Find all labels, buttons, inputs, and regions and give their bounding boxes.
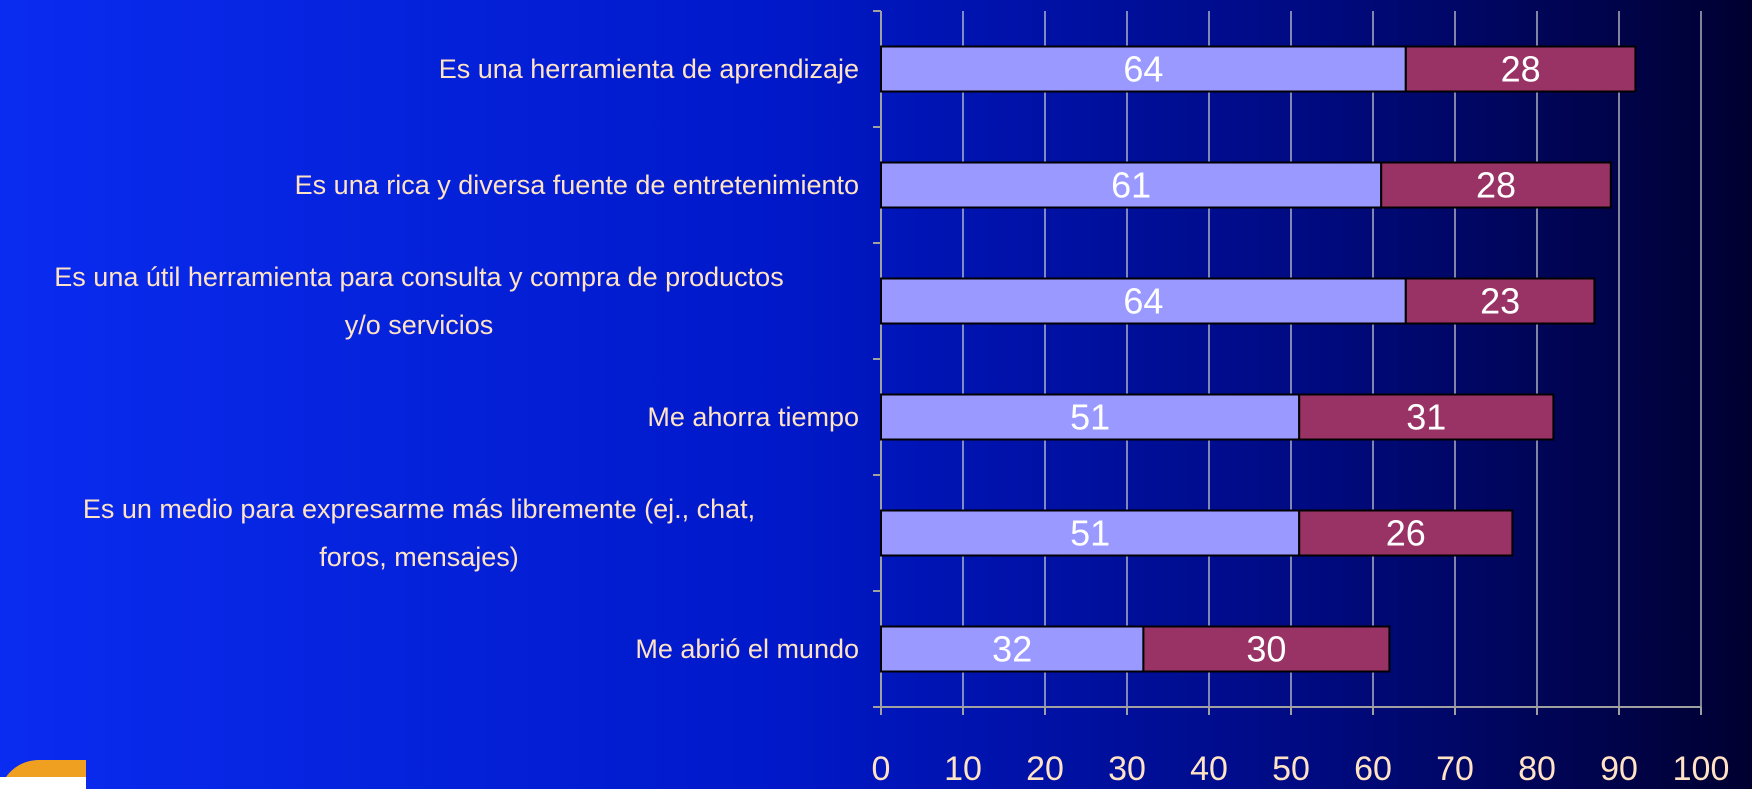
bar-segment [880, 45, 1407, 93]
bar-segment [1142, 625, 1391, 673]
data-label: 23 [1480, 281, 1520, 322]
bar-segment [1380, 161, 1612, 209]
x-tick-label: 20 [1026, 750, 1064, 788]
data-label: 28 [1476, 165, 1516, 206]
category-label: Es una rica y diversa fuente de entreten… [294, 170, 859, 200]
x-tick-label: 10 [944, 750, 982, 788]
category-label: Es una útil herramienta para consulta y … [54, 262, 784, 340]
bar-segment [1298, 393, 1555, 441]
x-tick-label: 90 [1600, 750, 1638, 788]
logo [0, 777, 86, 789]
x-tick-label: 50 [1272, 750, 1310, 788]
bar-segment [1404, 277, 1596, 325]
bar-segment [880, 509, 1301, 557]
x-tick-label: 40 [1190, 750, 1228, 788]
data-label: 51 [1070, 397, 1110, 438]
data-label: 28 [1501, 49, 1541, 90]
data-label: 26 [1386, 513, 1426, 554]
bar-segment [880, 393, 1301, 441]
data-label: 32 [992, 629, 1032, 670]
x-tick-label: 60 [1354, 750, 1392, 788]
data-label: 30 [1246, 629, 1286, 670]
category-label: Es un medio para expresarme más libremen… [82, 494, 756, 572]
data-label: 61 [1111, 165, 1151, 206]
x-tick-label: 100 [1673, 750, 1730, 788]
bar-segment [1404, 45, 1637, 93]
bar-segment [880, 161, 1383, 209]
data-label: 64 [1123, 281, 1163, 322]
x-tick-label: 70 [1436, 750, 1474, 788]
bar-segment [1298, 509, 1514, 557]
bar-segment [880, 625, 1145, 673]
bar-segment [880, 277, 1407, 325]
category-label: Es una herramienta de aprendizaje [438, 54, 859, 84]
data-label: 64 [1123, 49, 1163, 90]
category-label: Me abrió el mundo [635, 634, 859, 664]
x-tick-label: 80 [1518, 750, 1556, 788]
category-label: Me ahorra tiempo [647, 402, 859, 432]
data-label: 51 [1070, 513, 1110, 554]
x-tick-label: 30 [1108, 750, 1146, 788]
data-label: 31 [1406, 397, 1446, 438]
x-tick-label: 0 [872, 750, 891, 788]
